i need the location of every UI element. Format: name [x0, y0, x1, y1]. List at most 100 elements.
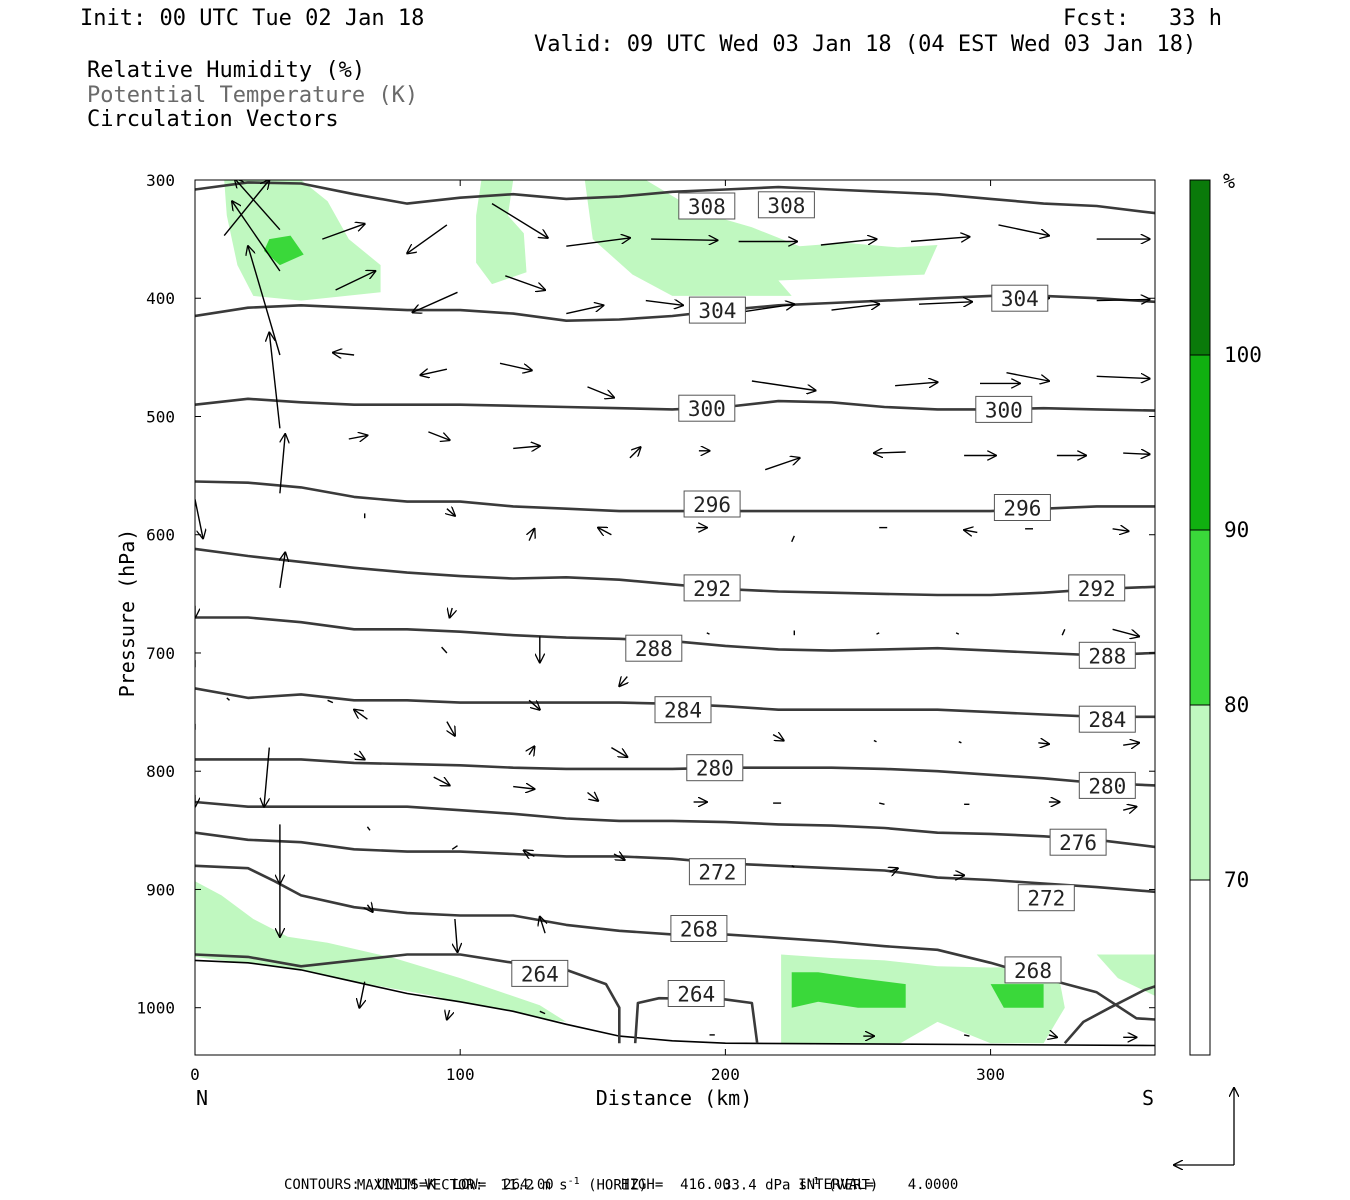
wind-vector	[447, 509, 455, 516]
wind-vector	[910, 237, 969, 242]
wind-vector	[367, 905, 372, 912]
wind-vector	[1123, 743, 1139, 745]
wind-vector	[1123, 453, 1150, 454]
x-end-left: N	[196, 1086, 208, 1110]
wind-vector	[353, 754, 365, 760]
wind-vector	[964, 530, 978, 532]
wind-vector	[1006, 372, 1049, 381]
colorbar-level-label: 100	[1224, 343, 1262, 367]
wind-vector	[873, 739, 877, 743]
wind-vector	[876, 632, 880, 635]
contour-label-box	[683, 490, 741, 518]
contour-label-264: 264	[677, 983, 715, 1007]
wind-vector	[963, 1034, 970, 1037]
colorbar-unit: %	[1223, 169, 1235, 193]
wind-vector	[791, 535, 795, 543]
colorbar-segment-80-90	[1190, 530, 1210, 705]
contour-label-box	[511, 959, 569, 987]
contour-label-292: 292	[1078, 577, 1116, 601]
theta-contour-304	[195, 294, 1155, 323]
wind-vector	[441, 646, 448, 654]
x-tick-label: 100	[446, 1065, 475, 1084]
wind-vector	[751, 380, 816, 391]
contour-label-296: 296	[1003, 497, 1041, 521]
wind-vector	[890, 868, 898, 872]
colorbar-segment-100-plus	[1190, 180, 1210, 355]
wind-vector	[1096, 376, 1150, 378]
wind-vector	[450, 608, 453, 618]
wind-vector	[524, 850, 535, 856]
y-tick-label: 700	[146, 644, 175, 663]
wind-vector	[348, 435, 368, 439]
wind-vector	[1096, 299, 1150, 300]
contour-label-box	[1078, 641, 1136, 669]
theta-contour-308	[195, 181, 1155, 215]
wind-vector	[223, 180, 269, 237]
rh-region-70-80	[1096, 954, 1155, 996]
contour-label-box	[686, 754, 744, 782]
wind-vector	[269, 333, 281, 429]
colorbar-frame	[1189, 179, 1211, 1056]
wind-vector	[529, 746, 534, 754]
horiz-exponent: -1	[567, 1176, 580, 1187]
rh-region-70-80	[476, 180, 527, 285]
plot-frame	[194, 179, 1156, 1056]
wind-vector	[738, 304, 795, 314]
reference-vector	[1174, 1088, 1234, 1165]
y-tick-label: 600	[146, 526, 175, 545]
contour-label-292: 292	[693, 577, 731, 601]
rh-region-70-80	[781, 954, 1065, 1044]
contour-label-300: 300	[985, 398, 1023, 422]
wind-vector	[529, 529, 534, 541]
wind-vector	[447, 721, 455, 736]
wind-vector	[566, 305, 603, 315]
wind-vector	[1123, 807, 1136, 811]
wind-vector	[764, 458, 799, 471]
contour-label-284: 284	[664, 699, 702, 723]
contour-label-296: 296	[693, 493, 731, 517]
x-end-right: S	[1142, 1086, 1154, 1110]
max-vector-line: MAXIMUM VECTOR: 11.2 m s-1 (HORIZ) 33.4 …	[340, 1158, 878, 1194]
wind-vector	[513, 446, 540, 448]
x-axis-label: Distance (km)	[596, 1086, 753, 1110]
wind-vector	[226, 697, 230, 701]
y-tick-label: 500	[146, 407, 175, 426]
wind-vector	[1112, 529, 1129, 531]
wind-vector	[420, 369, 448, 375]
max-vector-vert: 33.4 dPa s	[722, 1177, 808, 1194]
y-axis-label: Pressure (hPa)	[115, 529, 139, 698]
contour-label-288: 288	[635, 637, 673, 661]
wind-vector	[1038, 743, 1049, 744]
wind-vector	[335, 271, 376, 291]
max-vector-horiz: 11.2 m s	[500, 1177, 568, 1194]
wind-vector	[958, 741, 962, 744]
contour-label-box	[678, 394, 736, 422]
field-rh: Relative Humidity (%)	[87, 58, 366, 83]
wind-vector	[879, 802, 885, 805]
contour-label-box	[625, 634, 683, 662]
wind-vector	[1049, 1035, 1057, 1037]
wind-vector	[528, 699, 540, 709]
contour-label-308: 308	[767, 194, 805, 218]
contour-label-box	[688, 296, 746, 324]
theta-contour-264	[195, 953, 621, 1044]
wind-vector	[619, 677, 627, 687]
y-tick-label: 1000	[136, 999, 175, 1018]
contour-label-308: 308	[688, 195, 726, 219]
wind-vector	[366, 826, 371, 831]
contour-label-box	[678, 192, 736, 220]
y-tick-label: 900	[146, 880, 175, 899]
contour-label-box	[688, 858, 746, 886]
colorbar: 100 90 80 70	[1189, 179, 1262, 1056]
wind-vector	[645, 301, 683, 306]
theta-contour-264	[1063, 985, 1155, 1045]
contour-label-304: 304	[1001, 287, 1039, 311]
contour-label-box	[1068, 574, 1126, 602]
colorbar-segment-below-70	[1190, 880, 1210, 1055]
wind-vector	[820, 239, 877, 246]
wind-vector	[279, 434, 285, 494]
contour-label-box	[991, 284, 1049, 312]
ground-surface-line	[195, 959, 1155, 1047]
contour-label-280: 280	[696, 757, 734, 781]
wind-vector	[513, 787, 534, 789]
